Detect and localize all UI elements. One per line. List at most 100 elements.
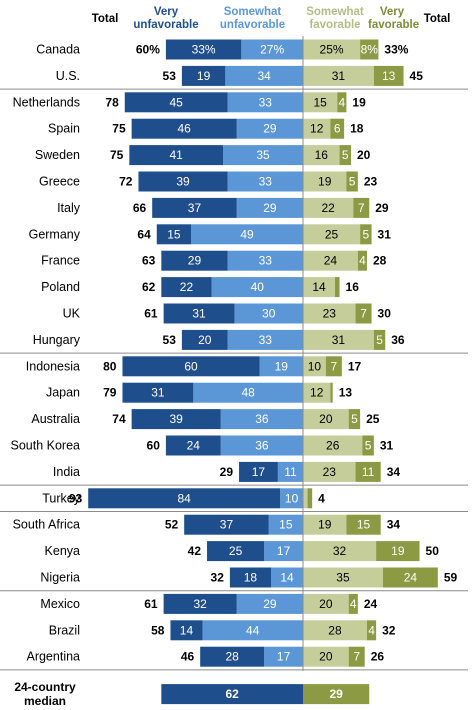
bar-very-favorable-turkey	[307, 488, 313, 509]
label-very-favorable-nigeria: 24	[404, 571, 418, 585]
bar-somewhat-favorable-italy	[303, 197, 354, 218]
total-favorable-indonesia: 17	[348, 359, 362, 373]
bar-very-unfavorable-germany	[156, 224, 192, 245]
country-label-italy: Italy	[57, 201, 81, 215]
label-somewhat-unfavorable-u-s-: 34	[257, 69, 271, 83]
country-label-south-korea: South Korea	[11, 439, 81, 453]
bar-very-favorable-uk	[355, 303, 372, 324]
bar-very-favorable-netherlands	[337, 92, 347, 113]
total-unfavorable-india: 29	[220, 465, 234, 479]
bar-very-unfavorable-u-s-	[181, 65, 226, 86]
total-unfavorable-brazil: 58	[151, 623, 165, 637]
label-somewhat-unfavorable-germany: 49	[240, 227, 254, 241]
label-very-unfavorable-brazil: 14	[180, 623, 194, 637]
label-somewhat-unfavorable-nigeria: 14	[280, 571, 294, 585]
header-somewhat-unfavorable-line2: unfavorable	[219, 19, 286, 31]
header-somewhat-favorable-line1: Somewhat	[306, 6, 364, 18]
bar-very-unfavorable-turkey	[88, 488, 281, 509]
label-very-unfavorable-south-korea: 24	[187, 439, 201, 453]
header-very-favorable-line2: favorable	[368, 19, 420, 31]
bar-very-favorable-nigeria	[382, 567, 438, 588]
total-unfavorable-spain: 75	[112, 122, 126, 136]
bar-very-favorable-germany	[360, 224, 372, 245]
label-very-favorable-brazil: 4	[368, 623, 375, 637]
bar-somewhat-favorable-mexico	[303, 593, 349, 614]
country-label-indonesia: Indonesia	[26, 359, 80, 373]
bar-very-favorable-south-africa	[346, 514, 381, 535]
label-somewhat-favorable-mexico: 20	[319, 597, 333, 611]
label-very-favorable-sweden: 5	[342, 148, 349, 162]
bar-somewhat-unfavorable-indonesia	[259, 356, 303, 377]
total-unfavorable-uk: 61	[144, 307, 158, 321]
total-unfavorable-canada: 60%	[136, 43, 160, 57]
label-very-favorable-india: 11	[362, 465, 375, 479]
label-somewhat-unfavorable-south-africa: 15	[279, 518, 293, 532]
bar-very-favorable-australia	[348, 409, 361, 430]
label-very-unfavorable-indonesia: 60	[184, 359, 198, 373]
label-somewhat-favorable-kenya: 32	[333, 544, 347, 558]
bar-somewhat-unfavorable-poland	[211, 277, 303, 298]
total-unfavorable-mexico: 61	[144, 597, 158, 611]
label-very-unfavorable-australia: 39	[170, 412, 184, 426]
total-unfavorable-italy: 66	[133, 201, 147, 215]
bar-somewhat-favorable-nigeria	[303, 567, 383, 588]
bar-very-unfavorable-italy	[152, 197, 237, 218]
label-somewhat-unfavorable-australia: 36	[255, 412, 269, 426]
bar-very-favorable-hungary	[373, 329, 386, 350]
total-unfavorable-indonesia: 80	[103, 359, 117, 373]
total-favorable-turkey: 4	[318, 491, 325, 505]
median-label-line1: 24-country	[14, 680, 76, 694]
bar-somewhat-unfavorable-canada	[241, 39, 303, 60]
label-very-favorable-canada: 8%	[361, 43, 379, 57]
bar-somewhat-favorable-argentina	[303, 646, 349, 667]
country-label-sweden: Sweden	[35, 148, 80, 162]
label-very-favorable-south-korea: 5	[365, 439, 372, 453]
label-very-unfavorable-japan: 31	[151, 386, 165, 400]
bar-somewhat-unfavorable-mexico	[236, 593, 303, 614]
bar-very-unfavorable-uk	[163, 303, 235, 324]
bar-very-favorable-canada	[360, 39, 379, 60]
label-somewhat-unfavorable-south-korea: 36	[255, 439, 269, 453]
bar-very-favorable-u-s-	[373, 65, 404, 86]
label-somewhat-unfavorable-italy: 29	[263, 201, 277, 215]
label-median-unfavorable: 62	[225, 687, 239, 701]
total-favorable-france: 28	[373, 254, 387, 268]
total-favorable-mexico: 24	[364, 597, 378, 611]
label-very-unfavorable-uk: 31	[192, 307, 206, 321]
label-very-unfavorable-netherlands: 45	[170, 95, 184, 109]
total-favorable-kenya: 50	[426, 544, 440, 558]
country-label-uk: UK	[63, 307, 81, 321]
header-total-right: Total	[423, 13, 451, 25]
bar-very-unfavorable-hungary	[181, 329, 228, 350]
header-total-left: Total	[91, 13, 119, 25]
bar-somewhat-unfavorable-greece	[227, 171, 303, 192]
label-very-favorable-australia: 5	[351, 412, 358, 426]
label-very-favorable-uk: 7	[360, 307, 367, 321]
total-unfavorable-south-africa: 52	[165, 518, 179, 532]
country-label-canada: Canada	[36, 43, 80, 57]
bar-very-unfavorable-mexico	[163, 593, 237, 614]
country-label-argentina: Argentina	[26, 650, 80, 664]
country-label-poland: Poland	[41, 280, 80, 294]
bar-very-unfavorable-indonesia	[122, 356, 260, 377]
country-label-nigeria: Nigeria	[40, 571, 80, 585]
bar-somewhat-unfavorable-australia	[220, 409, 303, 430]
bar-very-unfavorable-south-korea	[165, 435, 221, 456]
bar-very-favorable-spain	[330, 118, 345, 139]
label-somewhat-unfavorable-greece: 33	[259, 175, 273, 189]
bar-somewhat-favorable-south-africa	[303, 514, 347, 535]
bar-median-unfavorable	[161, 684, 303, 705]
label-very-unfavorable-spain: 46	[178, 122, 192, 136]
country-label-france: France	[41, 254, 80, 268]
country-label-turkey: Turkey	[42, 491, 80, 505]
label-very-favorable-france: 4	[359, 254, 366, 268]
label-very-unfavorable-nigeria: 18	[244, 571, 258, 585]
country-label-spain: Spain	[48, 122, 80, 136]
label-very-unfavorable-u-s-: 19	[197, 69, 211, 83]
total-favorable-spain: 18	[350, 122, 364, 136]
bar-very-unfavorable-france	[161, 250, 228, 271]
bar-somewhat-favorable-india	[303, 461, 356, 482]
total-favorable-south-africa: 34	[387, 518, 401, 532]
label-very-unfavorable-turkey: 84	[178, 491, 192, 505]
